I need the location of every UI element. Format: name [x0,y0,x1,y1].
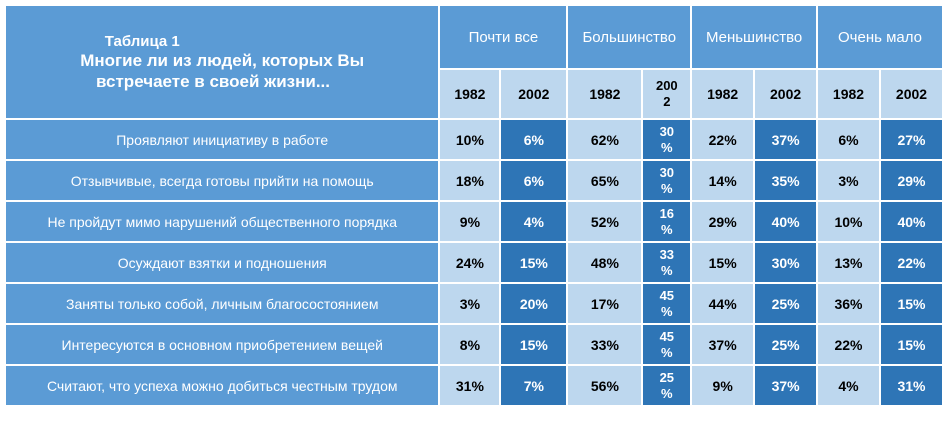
group-header-very-few: Очень мало [816,4,944,70]
value-cell: 22% [816,323,881,366]
value-cell: 4% [499,200,569,243]
value-cell: 24% [438,241,502,284]
value-cell: 3% [816,159,881,202]
value-cell: 37% [753,118,819,161]
value-cell: 30% [641,118,693,161]
year-header-cell: 1982 [690,68,756,120]
group-header-majority: Большинство [566,4,693,70]
value-cell: 45% [641,323,693,366]
value-cell: 6% [499,118,569,161]
value-cell: 25% [753,323,819,366]
value-cell: 48% [566,241,644,284]
table-row: Интересуются в основном приобретением ве… [3,323,945,366]
value-cell: 6% [816,118,881,161]
value-cell: 62% [566,118,644,161]
row-label: Считают, что успеха можно добиться честн… [3,364,441,407]
group-header-minority: Меньшинство [690,4,819,70]
row-label: Проявляют инициативу в работе [3,118,441,161]
year-header-cell: 1982 [816,68,881,120]
value-cell: 8% [438,323,502,366]
table-row: Заняты только собой, личным благосостоян… [3,282,945,325]
value-cell: 29% [878,159,945,202]
value-cell: 15% [499,241,569,284]
value-cell: 15% [878,282,945,325]
survey-table: Таблица 1 Многие ли из людей, которых Вы… [3,4,945,407]
value-cell: 27% [878,118,945,161]
value-cell: 33% [641,241,693,284]
row-label: Отзывчивые, всегда готовы прийти на помо… [3,159,441,202]
row-label: Осуждают взятки и подношения [3,241,441,284]
value-cell: 33% [566,323,644,366]
value-cell: 7% [499,364,569,407]
row-label: Интересуются в основном приобретением ве… [3,323,441,366]
value-cell: 31% [878,364,945,407]
value-cell: 40% [878,200,945,243]
year-header-cell: 1982 [566,68,644,120]
value-cell: 4% [816,364,881,407]
value-cell: 10% [816,200,881,243]
value-cell: 15% [690,241,756,284]
value-cell: 36% [816,282,881,325]
year-header-cell: 2002 [499,68,569,120]
value-cell: 52% [566,200,644,243]
value-cell: 22% [878,241,945,284]
value-cell: 31% [438,364,502,407]
value-cell: 25% [641,364,693,407]
value-cell: 3% [438,282,502,325]
value-cell: 18% [438,159,502,202]
value-cell: 37% [690,323,756,366]
value-cell: 10% [438,118,502,161]
table-row: Осуждают взятки и подношения 24% 15% 48% 33%… [3,241,945,284]
value-cell: 17% [566,282,644,325]
group-header-almost-all: Почти все [438,4,569,70]
value-cell: 15% [499,323,569,366]
value-cell: 44% [690,282,756,325]
table-row: Не пройдут мимо нарушений общественного … [3,200,945,243]
value-cell: 6% [499,159,569,202]
year-header-cell: 2002 [878,68,945,120]
value-cell: 56% [566,364,644,407]
value-cell: 30% [753,241,819,284]
value-cell: 9% [690,364,756,407]
table-row: Проявляют инициативу в работе 10% 6% 62% 30%… [3,118,945,161]
value-cell: 30% [641,159,693,202]
year-header-cell: 1982 [438,68,502,120]
row-label: Не пройдут мимо нарушений общественного … [3,200,441,243]
year-header-row: 1982 2002 1982 200 2 1982 2002 1982 2002 [5,68,945,120]
value-cell: 20% [499,282,569,325]
value-cell: 40% [753,200,819,243]
value-cell: 22% [690,118,756,161]
value-cell: 45% [641,282,693,325]
value-cell: 65% [566,159,644,202]
row-label: Заняты только собой, личным благосостоян… [3,282,441,325]
value-cell: 37% [753,364,819,407]
table-title: Таблица 1 Многие ли из людей, которых Вы… [3,4,441,120]
value-cell: 25% [753,282,819,325]
table-number: Таблица 1 [104,32,180,50]
table-question-line1: Многие ли из людей, которых Вы [80,50,365,70]
table-body: Проявляют инициативу в работе 10% 6% 62% 30%… [3,118,945,407]
table-row: Считают, что успеха можно добиться честн… [3,364,945,407]
table-row: Отзывчивые, всегда готовы прийти на помо… [3,159,945,202]
value-cell: 16% [641,200,693,243]
value-cell: 9% [438,200,502,243]
value-cell: 13% [816,241,881,284]
value-cell: 14% [690,159,756,202]
year-header-cell: 2002 [753,68,819,120]
value-cell: 29% [690,200,756,243]
value-cell: 35% [753,159,819,202]
value-cell: 15% [878,323,945,366]
table-question-line2: встречаете в своей жизни... [96,71,330,91]
